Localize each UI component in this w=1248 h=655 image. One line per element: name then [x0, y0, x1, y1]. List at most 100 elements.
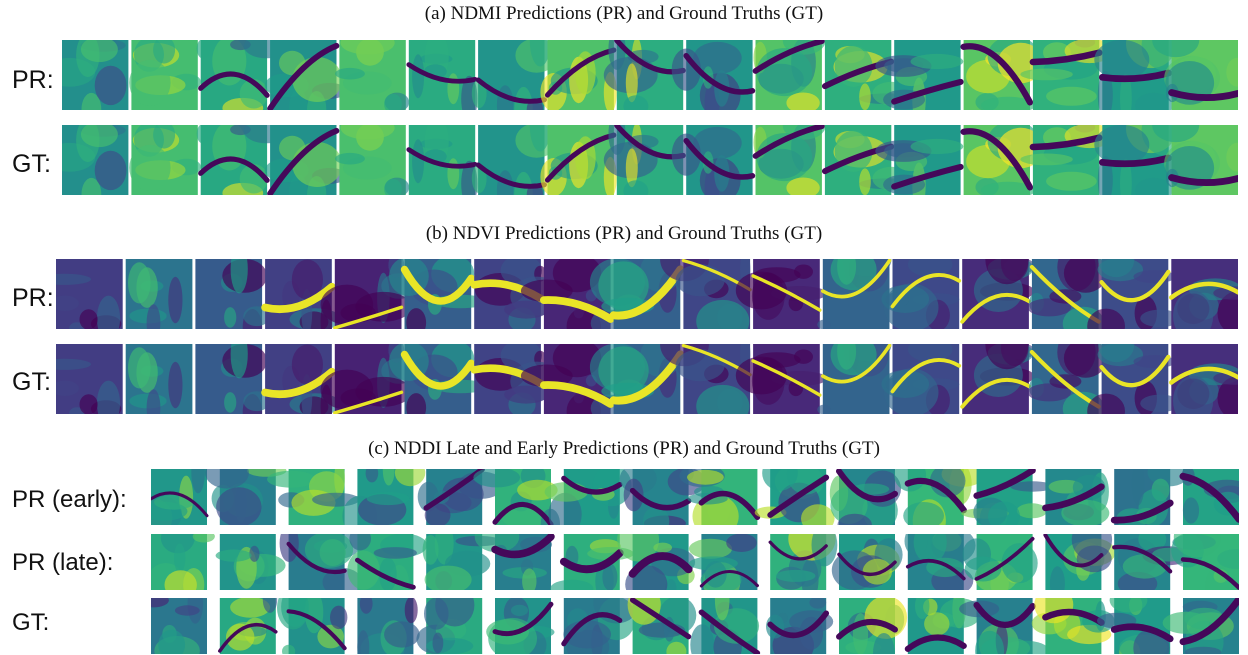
image-tile	[540, 125, 617, 195]
image-tile	[550, 534, 634, 590]
image-tile	[836, 598, 908, 654]
image-tile	[486, 598, 555, 654]
image-tile	[474, 534, 555, 590]
image-tile	[752, 40, 826, 110]
image-tile	[1110, 469, 1191, 525]
image-tile	[215, 534, 286, 590]
image-tile	[1171, 534, 1239, 590]
image-tile	[671, 125, 756, 195]
image-tile	[627, 598, 697, 654]
nddi-pr-early-image-strip	[151, 469, 1239, 525]
image-tile	[416, 598, 483, 654]
nddi-gt-image-strip	[151, 598, 1239, 654]
row-label-nddi-pr-early: PR (early):	[12, 486, 127, 513]
image-tile	[752, 125, 826, 195]
image-tile	[1043, 534, 1116, 590]
image-tile	[342, 469, 426, 525]
image-tile	[129, 40, 202, 110]
image-tile	[679, 469, 761, 525]
image-tile	[962, 534, 1038, 590]
image-tile	[894, 469, 986, 525]
panel-ndvi-title: (b) NDVI Predictions (PR) and Ground Tru…	[425, 223, 823, 244]
image-tile	[417, 469, 505, 525]
image-tile	[690, 598, 761, 654]
image-tile	[195, 259, 271, 329]
image-tile	[195, 344, 271, 414]
image-tile	[218, 598, 278, 654]
image-tile	[960, 125, 1045, 195]
image-tile	[1042, 469, 1110, 525]
row-label-ndvi-gt: GT:	[12, 368, 51, 396]
image-tile	[1179, 469, 1239, 525]
image-tile	[544, 469, 632, 525]
image-tile	[1020, 40, 1115, 110]
image-tile	[389, 344, 488, 414]
image-tile	[261, 259, 342, 329]
image-tile	[151, 534, 215, 590]
image-tile	[357, 598, 420, 654]
image-tile	[125, 259, 193, 329]
image-tile	[264, 40, 348, 110]
image-tile	[56, 259, 123, 329]
image-tile	[1097, 598, 1174, 654]
image-tile	[56, 344, 123, 414]
image-tile	[335, 40, 410, 110]
image-tile	[1087, 259, 1181, 329]
image-tile	[904, 598, 982, 654]
ndmi-pr-image-strip	[62, 40, 1238, 110]
image-tile	[1020, 125, 1115, 195]
image-tile	[875, 125, 964, 195]
image-tile	[62, 125, 129, 195]
image-tile	[754, 469, 835, 525]
image-tile	[961, 469, 1055, 525]
image-tile	[904, 534, 976, 590]
image-tile	[1169, 344, 1238, 414]
row-label-ndmi-gt: GT:	[12, 150, 51, 178]
image-tile	[671, 40, 756, 110]
nddi-pr-late-image-strip	[151, 534, 1239, 590]
image-tile	[1152, 40, 1238, 110]
image-tile	[264, 125, 348, 195]
image-tile	[1152, 125, 1238, 195]
image-tile	[129, 125, 202, 195]
image-tile	[766, 598, 834, 654]
image-tile	[1162, 598, 1239, 654]
image-tile	[1087, 344, 1181, 414]
row-label-nddi-pr-late: PR (late):	[12, 549, 114, 576]
image-tile	[406, 40, 478, 110]
image-tile	[471, 40, 558, 110]
image-tile	[603, 40, 686, 110]
image-tile	[1169, 259, 1238, 329]
image-tile	[875, 40, 964, 110]
image-tile	[817, 344, 892, 414]
panel-nddi-title: (c) NDDI Late and Early Predictions (PR)…	[368, 438, 880, 459]
image-tile	[735, 344, 828, 414]
image-tile	[335, 125, 410, 195]
ndvi-gt-image-strip	[56, 344, 1238, 414]
row-label-ndvi-pr: PR:	[12, 284, 54, 312]
image-tile	[125, 344, 193, 414]
image-tile	[821, 40, 915, 110]
image-tile	[881, 259, 962, 329]
ndmi-gt-image-strip	[62, 125, 1238, 195]
image-tile	[831, 534, 903, 590]
image-tile	[540, 40, 617, 110]
row-label-nddi-gt: GT:	[12, 609, 50, 636]
image-tile	[829, 469, 901, 525]
image-tile	[62, 40, 129, 110]
image-tile	[347, 534, 428, 590]
image-tile	[151, 469, 209, 525]
panel-ndmi-title: (a) NDMI Predictions (PR) and Ground Tru…	[424, 3, 824, 24]
image-tile	[959, 598, 1049, 654]
image-tile	[422, 534, 502, 590]
image-tile	[267, 469, 360, 525]
image-tile	[617, 534, 696, 590]
image-tile	[406, 125, 478, 195]
image-tile	[735, 259, 828, 329]
image-tile	[471, 125, 558, 195]
image-tile	[151, 598, 207, 654]
image-tile	[473, 469, 560, 525]
image-tile	[389, 259, 488, 329]
image-tile	[960, 344, 1036, 414]
row-label-ndmi-pr: PR:	[12, 66, 54, 94]
